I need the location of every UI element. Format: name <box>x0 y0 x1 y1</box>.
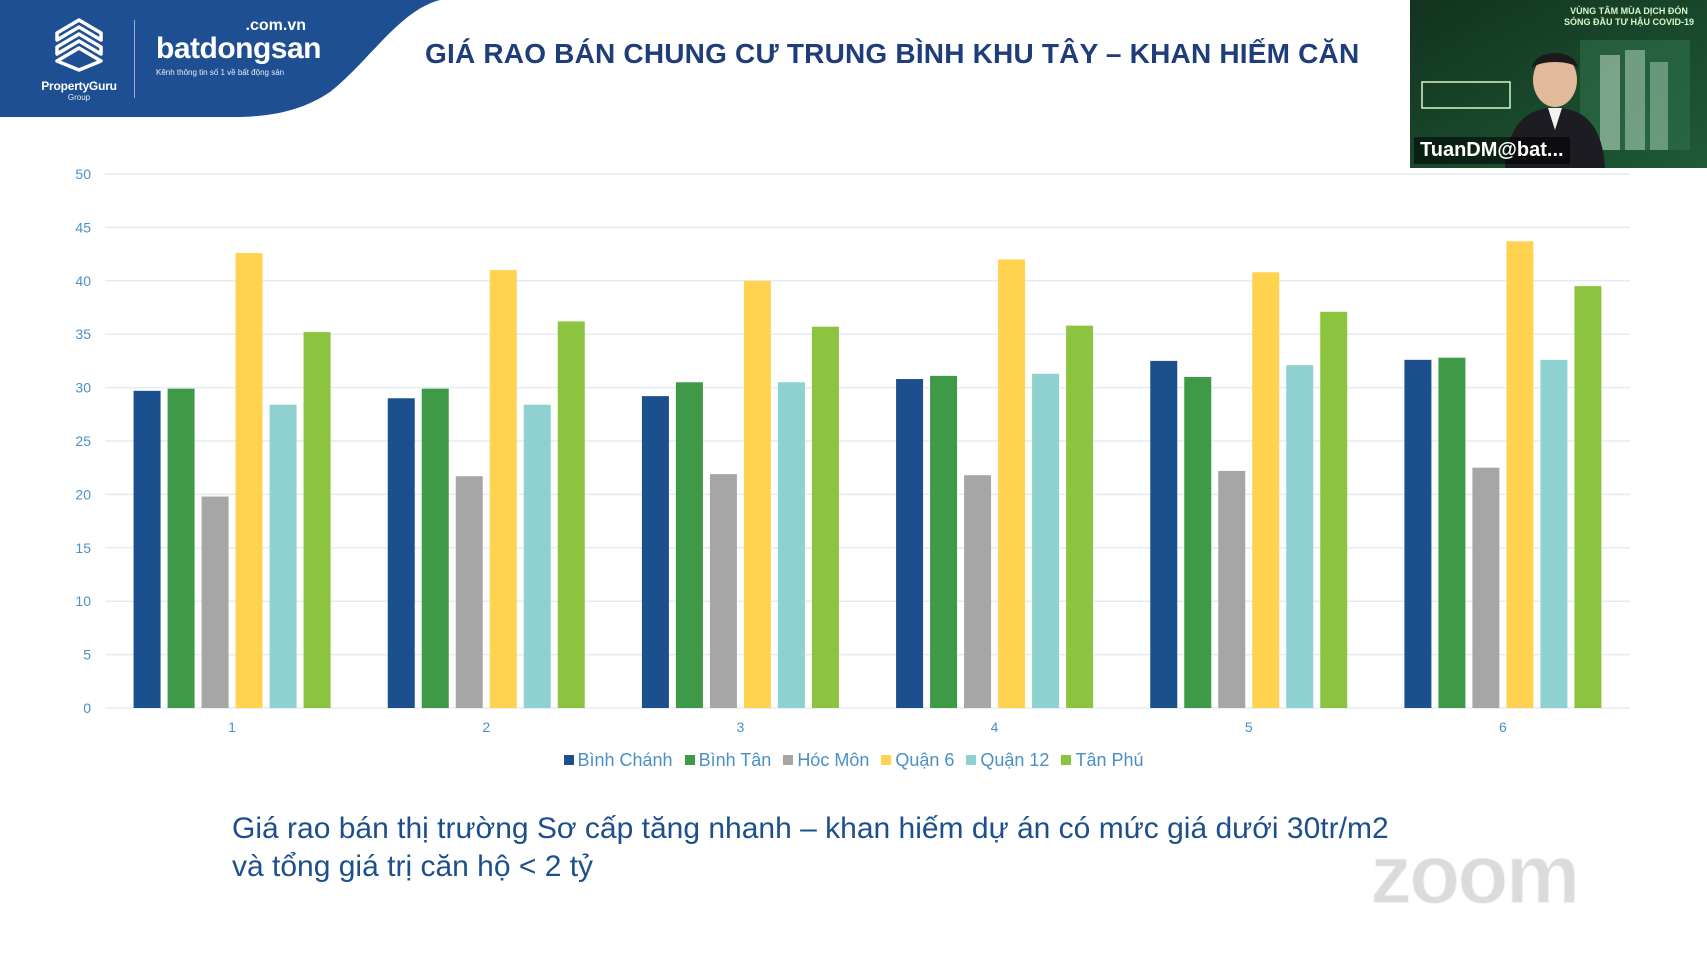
bar-5-6 <box>1540 359 1568 708</box>
batdongsan-wordmark: batdongsan <box>156 32 322 65</box>
legend-label: Quận 12 <box>980 750 1050 770</box>
bar-5-4 <box>1032 373 1060 708</box>
slide-caption: Giá rao bán thị trường Sơ cấp tăng nhanh… <box>232 810 1512 886</box>
y-tick-label: 10 <box>75 593 91 609</box>
legend-label: Bình Chánh <box>577 750 673 770</box>
bar-2-4 <box>930 375 958 708</box>
bar-2-5 <box>1184 376 1212 708</box>
legend-swatch <box>881 755 892 765</box>
y-tick-label: 15 <box>75 540 91 556</box>
bar-2-3 <box>675 382 703 708</box>
propertyguru-logo-icon <box>55 18 103 72</box>
y-tick-label: 25 <box>75 433 91 449</box>
bar-1-5 <box>1150 360 1178 708</box>
x-tick-label: 6 <box>1499 719 1507 735</box>
legend-item: Tân Phú <box>1061 750 1144 771</box>
zoom-watermark: zoom <box>1369 826 1581 922</box>
bar-4-2 <box>489 270 517 708</box>
legend-item: Quận 12 <box>966 750 1049 771</box>
chart-gridlines <box>105 173 1630 709</box>
bar-5-5 <box>1286 365 1314 708</box>
bar-1-6 <box>1404 359 1432 708</box>
bar-5-3 <box>777 382 805 708</box>
propertyguru-logo-text: PropertyGuru <box>41 79 117 93</box>
legend-label: Hóc Môn <box>797 750 870 770</box>
bar-6-5 <box>1320 311 1348 708</box>
y-tick-label: 45 <box>75 219 91 235</box>
bar-6-2 <box>557 321 585 708</box>
bar-4-1 <box>235 253 263 709</box>
chart-legend: Bình Chánh Bình Tân Hóc Môn Quận 6 Quận 12 Tâ… <box>0 750 1707 771</box>
bar-5-1 <box>269 404 297 708</box>
chart-x-axis: 1 2 3 4 5 6 <box>228 719 1507 735</box>
propertyguru-logo: PropertyGuru Group <box>34 16 124 102</box>
chart-bars <box>133 241 1602 709</box>
bar-6-3 <box>811 326 839 708</box>
propertyguru-logo-sub: Group <box>67 93 91 102</box>
x-tick-label: 3 <box>737 719 745 735</box>
header-logo-band <box>0 0 440 117</box>
bar-5-2 <box>523 404 551 708</box>
legend-swatch <box>966 755 977 765</box>
x-tick-label: 1 <box>228 719 236 735</box>
bar-2-6 <box>1438 357 1466 708</box>
y-tick-label: 30 <box>75 380 91 396</box>
y-tick-label: 0 <box>83 700 91 716</box>
legend-item: Hóc Môn <box>783 750 869 771</box>
x-tick-label: 2 <box>482 719 490 735</box>
slide-caption-line-1: Giá rao bán thị trường Sơ cấp tăng nhanh… <box>232 812 1389 845</box>
slide-caption-line-2: và tổng giá trị căn hộ < 2 tỷ <box>232 850 594 883</box>
bar-1-4 <box>896 379 924 708</box>
logo-divider <box>134 20 135 98</box>
legend-item: Bình Tân <box>684 750 772 771</box>
slide-title: GIÁ RAO BÁN CHUNG CƯ TRUNG BÌNH KHU TÂY … <box>425 38 1360 69</box>
batdongsan-domain: .com.vn <box>245 17 306 34</box>
participant-video-feed <box>1410 0 1707 168</box>
bar-6-4 <box>1066 325 1094 708</box>
bar-4-6 <box>1506 241 1534 708</box>
legend-item: Bình Chánh <box>563 750 673 771</box>
x-tick-label: 5 <box>1245 719 1253 735</box>
bar-2-1 <box>167 388 195 708</box>
y-tick-label: 35 <box>75 326 91 342</box>
chart-y-axis: 0 5 10 15 20 25 30 35 40 45 50 <box>75 166 91 716</box>
legend-swatch <box>1061 755 1072 765</box>
legend-item: Quận 6 <box>881 750 954 771</box>
bar-3-1 <box>201 496 229 708</box>
legend-label: Bình Tân <box>698 750 772 770</box>
bar-3-2 <box>455 476 483 708</box>
bar-1-2 <box>387 398 415 708</box>
legend-swatch <box>684 755 695 765</box>
y-tick-label: 50 <box>75 166 91 182</box>
batdongsan-logo: .com.vn batdongsan Kênh thông tin số 1 v… <box>156 17 322 78</box>
legend-label: Tân Phú <box>1075 750 1144 770</box>
batdongsan-tagline: Kênh thông tin số 1 về bất động sản <box>156 68 285 77</box>
bar-6-6 <box>1574 286 1602 708</box>
bar-4-5 <box>1252 272 1280 708</box>
legend-swatch <box>563 755 574 765</box>
bar-3-4 <box>964 475 992 708</box>
bar-3-6 <box>1472 467 1500 708</box>
bar-1-1 <box>133 390 161 708</box>
participant-video-tile[interactable]: VÙNG TÂM MÙA DỊCH ĐÓN SÓNG ĐẦU TƯ HẬU CO… <box>1410 0 1707 168</box>
y-tick-label: 20 <box>75 486 91 502</box>
y-tick-label: 40 <box>75 273 91 289</box>
x-tick-label: 4 <box>991 719 999 735</box>
legend-label: Quận 6 <box>895 750 955 770</box>
bar-1-3 <box>641 396 669 708</box>
bar-6-1 <box>303 332 331 708</box>
y-tick-label: 5 <box>83 647 91 663</box>
bar-4-4 <box>998 259 1026 708</box>
participant-video-banner: VÙNG TÂM MÙA DỊCH ĐÓN SÓNG ĐẦU TƯ HẬU CO… <box>1564 6 1694 27</box>
bar-2-2 <box>421 388 449 708</box>
participant-name-label: TuanDM@bat... <box>1414 137 1570 164</box>
bar-3-5 <box>1218 470 1246 708</box>
legend-swatch <box>783 755 794 765</box>
bar-3-3 <box>709 474 737 708</box>
bar-4-3 <box>743 280 771 708</box>
